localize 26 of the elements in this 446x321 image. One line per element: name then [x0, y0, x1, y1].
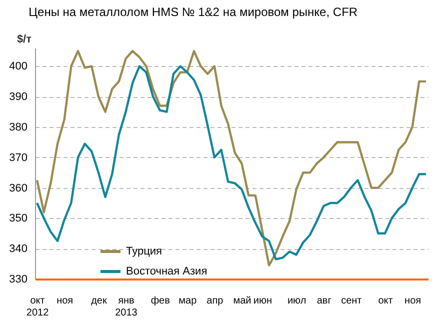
x-tick-label: фев — [150, 296, 170, 306]
y-tick-label: 370 — [9, 152, 28, 164]
x-tick-label: сент — [341, 296, 362, 306]
x-tick-label: дек — [91, 296, 108, 306]
y-tick-label: 340 — [9, 243, 28, 256]
y-tick-label: 380 — [9, 122, 28, 134]
x-tick-label: ноя — [56, 296, 74, 306]
x-tick-label: апр — [206, 296, 224, 306]
x-tick-label: ноя — [404, 296, 422, 306]
chart-title: Цены на металлолом HMS № 1&2 на мировом рынке, CFR — [28, 5, 358, 19]
x-tick-label: июн — [253, 296, 272, 306]
x-tick-label: июл — [287, 296, 306, 306]
y-tick-label: 390 — [9, 91, 28, 104]
x-tick-label: окт 2012 — [26, 296, 50, 318]
y-axis-title: $/т — [16, 34, 32, 46]
y-tick-label: 360 — [9, 182, 28, 194]
legend-label: Турция — [126, 246, 162, 258]
x-tick-label: мар — [178, 296, 198, 306]
x-tick-label: май — [233, 296, 252, 306]
x-tick-label: авг — [316, 296, 332, 306]
x-tick-label: янв 2013 — [115, 296, 138, 318]
legend-label: Восточная Азия — [126, 266, 208, 278]
y-tick-label: 350 — [9, 212, 28, 225]
y-tick-label: 400 — [9, 60, 28, 73]
x-tick-label: окт — [378, 296, 394, 306]
y-tick-label: 330 — [9, 274, 28, 286]
